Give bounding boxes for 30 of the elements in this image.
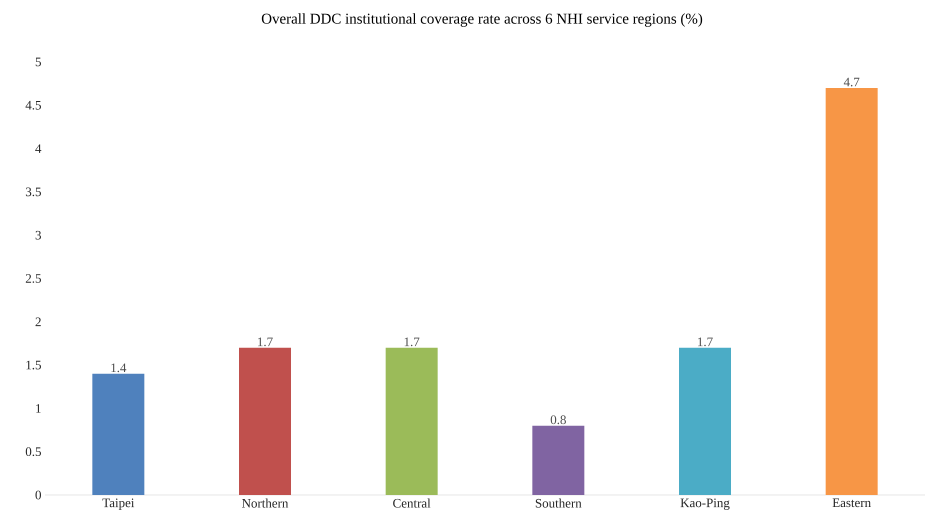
y-tick-label: 4 bbox=[35, 144, 42, 153]
y-tick-label: 3 bbox=[36, 230, 41, 240]
y-tick-label: 0.5 bbox=[26, 447, 41, 456]
chart-title: Overall DDC institutional coverage rate across 6 NHI service regions (%) bbox=[262, 13, 702, 27]
data-label: 1.7 bbox=[698, 338, 713, 346]
y-tick-label: 2.5 bbox=[26, 274, 41, 283]
x-tick-label: Northern bbox=[242, 498, 288, 508]
data-label: 4.7 bbox=[844, 78, 860, 86]
x-tick-label: Southern bbox=[536, 498, 582, 508]
bar bbox=[239, 348, 292, 495]
data-label: 1.4 bbox=[111, 364, 126, 372]
y-tick-label: 4.5 bbox=[26, 100, 41, 110]
bar bbox=[92, 374, 144, 495]
bar bbox=[386, 348, 438, 495]
x-tick-label: Eastern bbox=[832, 498, 871, 508]
x-tick-label: Taipei bbox=[102, 498, 134, 510]
x-tick-label: Central bbox=[393, 498, 430, 508]
bar bbox=[826, 88, 878, 495]
data-label: 1.7 bbox=[258, 338, 273, 346]
data-label: 1.7 bbox=[404, 338, 420, 346]
x-tick-label: Kao-Ping bbox=[680, 498, 730, 510]
y-tick-label: 3.5 bbox=[26, 188, 41, 196]
y-tick-label: 1.5 bbox=[26, 360, 41, 370]
y-tick-label: 2 bbox=[36, 318, 41, 326]
y-tick-label: 0 bbox=[36, 490, 41, 500]
bar bbox=[532, 426, 584, 495]
y-tick-label: 1 bbox=[36, 404, 41, 413]
y-tick-label: 5 bbox=[36, 58, 41, 66]
data-label: 0.8 bbox=[550, 415, 566, 424]
bar bbox=[679, 348, 732, 495]
